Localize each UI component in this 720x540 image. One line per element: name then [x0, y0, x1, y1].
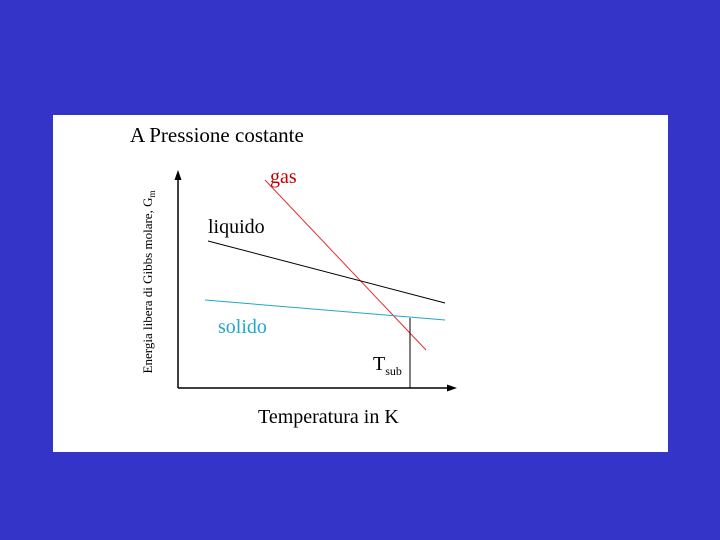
- gas-label: gas: [270, 166, 297, 188]
- y-axis-label-sub: m: [147, 191, 157, 198]
- panel: [53, 115, 668, 452]
- tsub-main: T: [373, 353, 385, 375]
- x-axis-arrow: [447, 384, 457, 392]
- tsub-label: Tsub: [373, 353, 402, 378]
- solid-label: solido: [218, 316, 267, 338]
- liquid-label: liquido: [208, 216, 265, 238]
- gas-line: [264, 179, 427, 351]
- tsub-sub: sub: [385, 364, 402, 378]
- y-axis-label: Energia libera di Gibbs molare, Gm: [140, 191, 157, 374]
- x-axis-label: Temperatura in K: [258, 406, 399, 428]
- solid-line: [204, 299, 446, 321]
- y-axis-label-main: Energia libera di Gibbs molare, G: [140, 198, 155, 374]
- title: A Pressione costante: [130, 123, 304, 147]
- y-axis-arrow: [174, 170, 182, 180]
- liquid-line: [207, 240, 446, 304]
